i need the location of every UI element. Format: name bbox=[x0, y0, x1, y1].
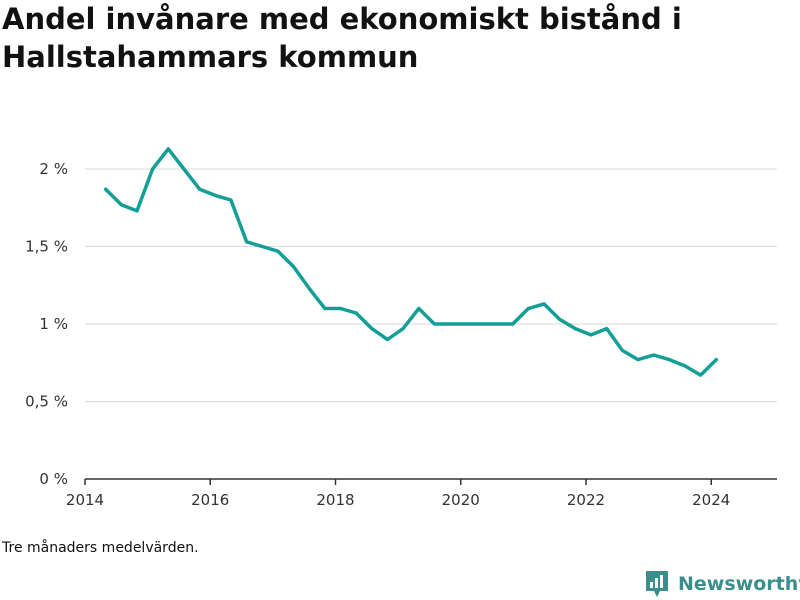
x-axis bbox=[84, 478, 777, 485]
data-point bbox=[370, 327, 374, 331]
data-point bbox=[229, 198, 233, 202]
y-tick-label: 1 % bbox=[39, 315, 68, 333]
data-point bbox=[542, 302, 546, 306]
brand-name: Newsworthy bbox=[678, 573, 800, 595]
x-axis-tick-labels: 2014 2016 2018 2020 2022 2024 bbox=[66, 491, 730, 509]
chart-title: Andel invånare med ekonomiskt bistånd i … bbox=[2, 2, 682, 74]
series-layer bbox=[103, 147, 719, 377]
data-point bbox=[714, 358, 718, 362]
data-point bbox=[652, 353, 656, 357]
data-point bbox=[276, 249, 280, 253]
data-point bbox=[151, 167, 155, 171]
data-point bbox=[104, 187, 108, 191]
y-tick-label: 0,5 % bbox=[25, 393, 68, 411]
x-tick-label: 2016 bbox=[191, 491, 229, 509]
data-point bbox=[166, 147, 170, 151]
x-tick-label: 2014 bbox=[66, 491, 104, 509]
data-point bbox=[511, 322, 515, 326]
data-point bbox=[260, 245, 264, 248]
data-point bbox=[354, 311, 358, 315]
data-point bbox=[526, 307, 530, 310]
data-point bbox=[589, 333, 593, 337]
data-point bbox=[213, 193, 217, 197]
data-point bbox=[636, 358, 640, 362]
y-axis-tick-labels: 0 % 0,5 % 1 % 1,5 % 2 % bbox=[25, 160, 68, 488]
data-point bbox=[135, 209, 139, 213]
data-point bbox=[401, 327, 405, 331]
data-point bbox=[307, 286, 311, 290]
footnote: Tre månaders medelvärden. bbox=[2, 540, 199, 556]
y-tick-label: 0 % bbox=[39, 470, 68, 488]
y-tick-label: 1,5 % bbox=[25, 238, 68, 256]
brand[interactable]: Newsworthy bbox=[644, 568, 800, 600]
x-tick-label: 2024 bbox=[692, 491, 730, 509]
x-tick-label: 2022 bbox=[567, 491, 605, 509]
x-tick-label: 2020 bbox=[442, 491, 480, 509]
data-point bbox=[558, 317, 562, 321]
data-point bbox=[198, 187, 202, 191]
data-point bbox=[417, 307, 421, 310]
data-point bbox=[605, 327, 609, 331]
grid-lines bbox=[85, 168, 777, 402]
data-point bbox=[479, 322, 483, 326]
data-point bbox=[620, 348, 624, 352]
data-point bbox=[432, 322, 436, 326]
data-point bbox=[495, 322, 499, 326]
data-point bbox=[323, 307, 327, 310]
data-point bbox=[573, 327, 577, 331]
newsworthy-logo-icon bbox=[646, 571, 668, 597]
data-point bbox=[292, 265, 296, 269]
data-point bbox=[448, 322, 452, 326]
data-point bbox=[385, 338, 389, 341]
data-point bbox=[245, 240, 249, 244]
x-tick-label: 2018 bbox=[316, 491, 354, 509]
data-point bbox=[464, 322, 468, 326]
data-point bbox=[339, 307, 343, 310]
y-tick-label: 2 % bbox=[39, 160, 68, 178]
data-point bbox=[119, 203, 123, 207]
series-line bbox=[103, 147, 719, 377]
data-point bbox=[699, 373, 703, 377]
data-point bbox=[182, 167, 186, 171]
data-point bbox=[667, 358, 671, 362]
data-point bbox=[683, 364, 687, 368]
